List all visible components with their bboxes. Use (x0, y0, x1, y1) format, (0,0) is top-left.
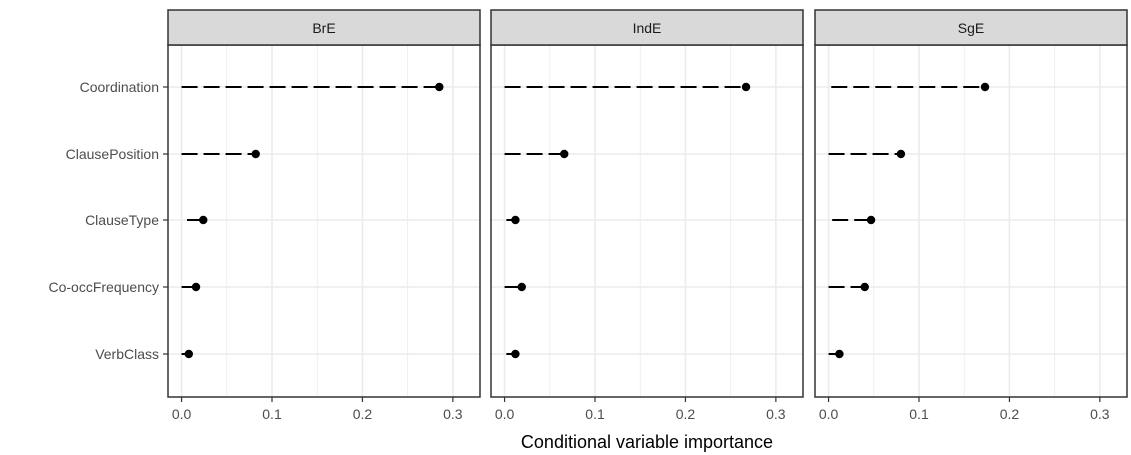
x-tick-label: 0.3 (1090, 406, 1110, 422)
importance-point-clausetype (199, 215, 208, 225)
importance-point-verbclass (511, 349, 520, 359)
panel-background (491, 45, 803, 397)
x-tick-label: 0.0 (172, 406, 192, 422)
x-tick-label: 0.0 (819, 406, 839, 422)
facet-strip (814, 9, 1128, 46)
importance-point-clauseposition (251, 149, 260, 159)
importance-point-coordination (435, 82, 444, 92)
facet-panel-sge: SgE 0.0 0.1 0.2 0.3 (814, 9, 1128, 422)
y-category-label-clauseposition: ClausePosition (66, 146, 159, 162)
importance-point-clausetype (511, 215, 520, 225)
importance-point-coordination (980, 82, 990, 92)
x-tick-label: 0.2 (1000, 406, 1020, 422)
facet-panel-bre: BrE 0.0 0.1 0.2 0.3 (167, 9, 481, 422)
importance-point-co-occfrequency (517, 282, 526, 292)
facet-strip-label: SgE (958, 20, 984, 36)
importance-point-clauseposition (560, 149, 569, 159)
importance-point-verbclass (184, 349, 193, 359)
importance-point-co-occfrequency (191, 282, 201, 292)
x-tick-label: 0.1 (585, 406, 605, 422)
facet-strip (490, 9, 804, 46)
facet-strip (167, 9, 481, 46)
x-tick-label: 0.3 (766, 406, 786, 422)
importance-point-clausetype (866, 215, 876, 225)
y-category-label-coordination: Coordination (80, 79, 159, 95)
importance-point-clauseposition (896, 149, 906, 159)
x-tick-label: 0.1 (909, 406, 929, 422)
x-tick-label: 0.3 (443, 406, 463, 422)
y-axis-labels: Coordination ClausePosition ClauseType Co-o… (49, 79, 168, 362)
x-tick-label: 0.0 (495, 406, 515, 422)
x-tick-label: 0.2 (676, 406, 696, 422)
x-axis-title: Conditional variable importance (521, 432, 773, 452)
importance-point-verbclass (835, 349, 844, 359)
importance-point-co-occfrequency (860, 282, 869, 292)
x-tick-label: 0.1 (262, 406, 282, 422)
y-category-label-verbclass: VerbClass (95, 346, 159, 362)
facet-strip-label: BrE (312, 20, 335, 36)
panel-background (168, 45, 480, 397)
y-category-label-co-occfrequency: Co-occFrequency (49, 279, 160, 295)
facet-panel-inde: IndE 0.0 0.1 0.2 0.3 (490, 9, 804, 422)
facet-strip-label: IndE (633, 20, 662, 36)
y-category-label-clausetype: ClauseType (85, 212, 159, 228)
importance-point-coordination (741, 82, 751, 92)
x-tick-label: 0.2 (353, 406, 373, 422)
facet-panels: BrE 0.0 0.1 0.2 0.3 IndE 0.0 0.1 0.2 0.3 SgE 0.0 0.1… (167, 9, 1128, 422)
